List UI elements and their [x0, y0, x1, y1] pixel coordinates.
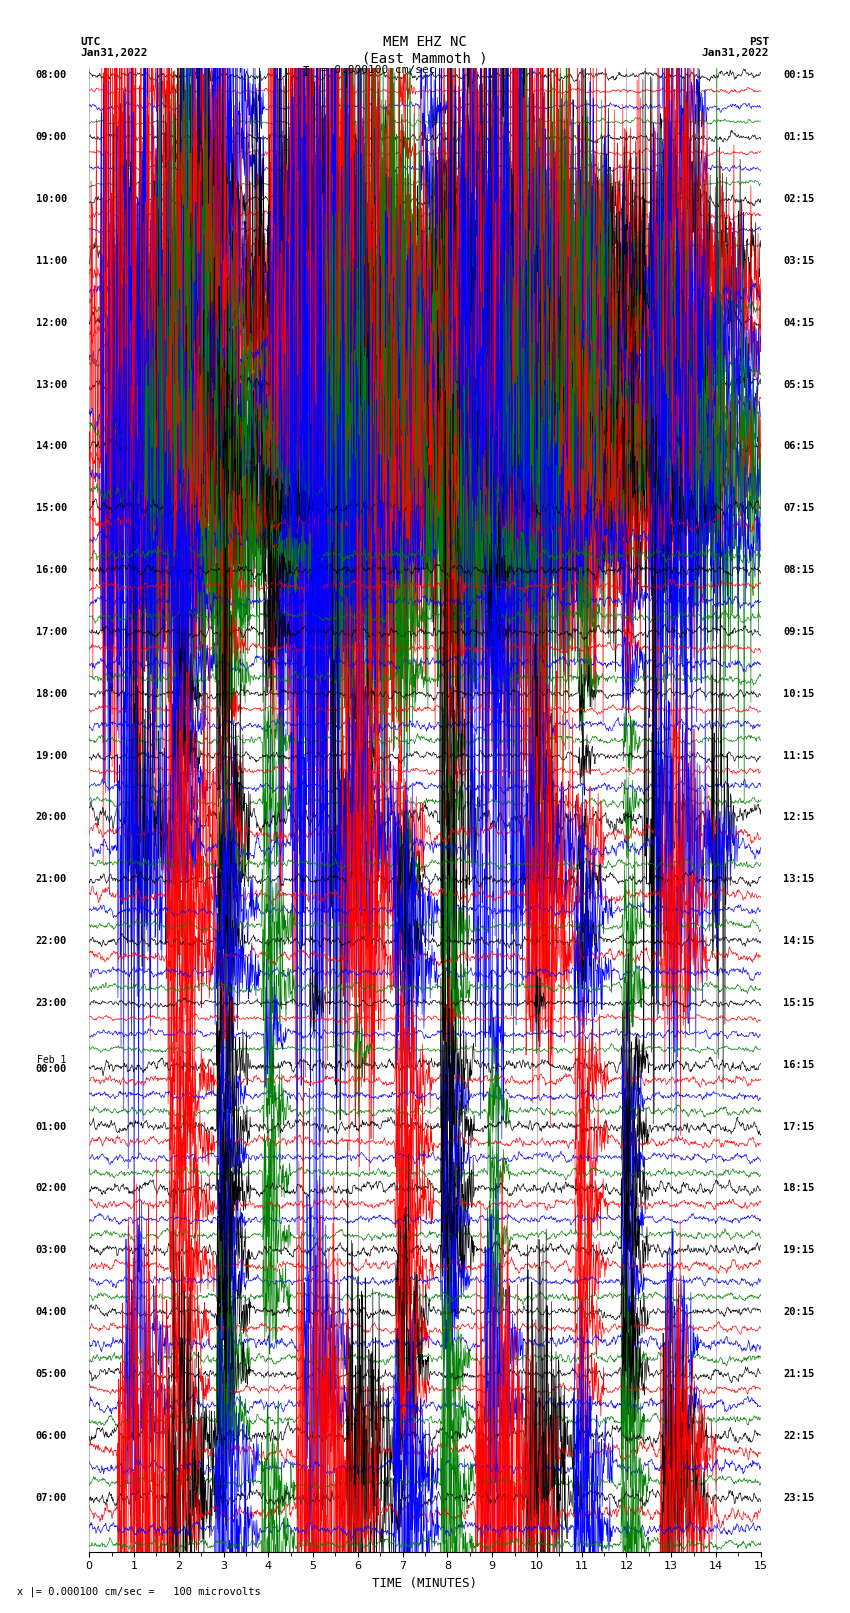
Text: 05:00: 05:00 — [36, 1369, 67, 1379]
Text: 16:00: 16:00 — [36, 565, 67, 576]
Text: 04:15: 04:15 — [783, 318, 814, 327]
Text: 00:15: 00:15 — [783, 71, 814, 81]
Text: 01:00: 01:00 — [36, 1121, 67, 1132]
Text: 03:00: 03:00 — [36, 1245, 67, 1255]
Text: 03:15: 03:15 — [783, 256, 814, 266]
Text: 10:00: 10:00 — [36, 194, 67, 205]
Text: 08:00: 08:00 — [36, 71, 67, 81]
Text: 18:15: 18:15 — [783, 1184, 814, 1194]
Text: 20:15: 20:15 — [783, 1307, 814, 1318]
Text: 17:00: 17:00 — [36, 627, 67, 637]
Text: 11:00: 11:00 — [36, 256, 67, 266]
Text: 00:00: 00:00 — [36, 1065, 67, 1074]
Text: 13:00: 13:00 — [36, 379, 67, 390]
Text: 07:15: 07:15 — [783, 503, 814, 513]
Text: 19:15: 19:15 — [783, 1245, 814, 1255]
Text: 06:00: 06:00 — [36, 1431, 67, 1440]
Text: 02:15: 02:15 — [783, 194, 814, 205]
Text: 20:00: 20:00 — [36, 813, 67, 823]
Text: 01:15: 01:15 — [783, 132, 814, 142]
Text: 14:00: 14:00 — [36, 442, 67, 452]
Text: 17:15: 17:15 — [783, 1121, 814, 1132]
Text: 21:15: 21:15 — [783, 1369, 814, 1379]
Text: 09:15: 09:15 — [783, 627, 814, 637]
Text: 10:15: 10:15 — [783, 689, 814, 698]
Text: 13:15: 13:15 — [783, 874, 814, 884]
Text: = 0.000100 cm/sec: = 0.000100 cm/sec — [314, 65, 436, 74]
Text: 04:00: 04:00 — [36, 1307, 67, 1318]
Text: UTC: UTC — [81, 37, 101, 47]
Title: MEM EHZ NC
(East Mammoth ): MEM EHZ NC (East Mammoth ) — [362, 35, 488, 65]
Text: 21:00: 21:00 — [36, 874, 67, 884]
Text: 02:00: 02:00 — [36, 1184, 67, 1194]
Text: 19:00: 19:00 — [36, 750, 67, 761]
Text: Jan31,2022: Jan31,2022 — [702, 48, 769, 58]
Text: 12:15: 12:15 — [783, 813, 814, 823]
Text: 23:00: 23:00 — [36, 998, 67, 1008]
X-axis label: TIME (MINUTES): TIME (MINUTES) — [372, 1578, 478, 1590]
Text: 11:15: 11:15 — [783, 750, 814, 761]
Text: 16:15: 16:15 — [783, 1060, 814, 1069]
Text: 09:00: 09:00 — [36, 132, 67, 142]
Text: I: I — [302, 65, 310, 79]
Text: Jan31,2022: Jan31,2022 — [81, 48, 148, 58]
Text: 14:15: 14:15 — [783, 936, 814, 947]
Text: 12:00: 12:00 — [36, 318, 67, 327]
Text: 18:00: 18:00 — [36, 689, 67, 698]
Text: x |= 0.000100 cm/sec =   100 microvolts: x |= 0.000100 cm/sec = 100 microvolts — [17, 1586, 261, 1597]
Text: 05:15: 05:15 — [783, 379, 814, 390]
Text: 23:15: 23:15 — [783, 1492, 814, 1503]
Text: 22:00: 22:00 — [36, 936, 67, 947]
Text: Feb 1: Feb 1 — [37, 1055, 67, 1065]
Text: 22:15: 22:15 — [783, 1431, 814, 1440]
Text: PST: PST — [749, 37, 769, 47]
Text: 06:15: 06:15 — [783, 442, 814, 452]
Text: 15:15: 15:15 — [783, 998, 814, 1008]
Text: 08:15: 08:15 — [783, 565, 814, 576]
Text: 15:00: 15:00 — [36, 503, 67, 513]
Text: 07:00: 07:00 — [36, 1492, 67, 1503]
